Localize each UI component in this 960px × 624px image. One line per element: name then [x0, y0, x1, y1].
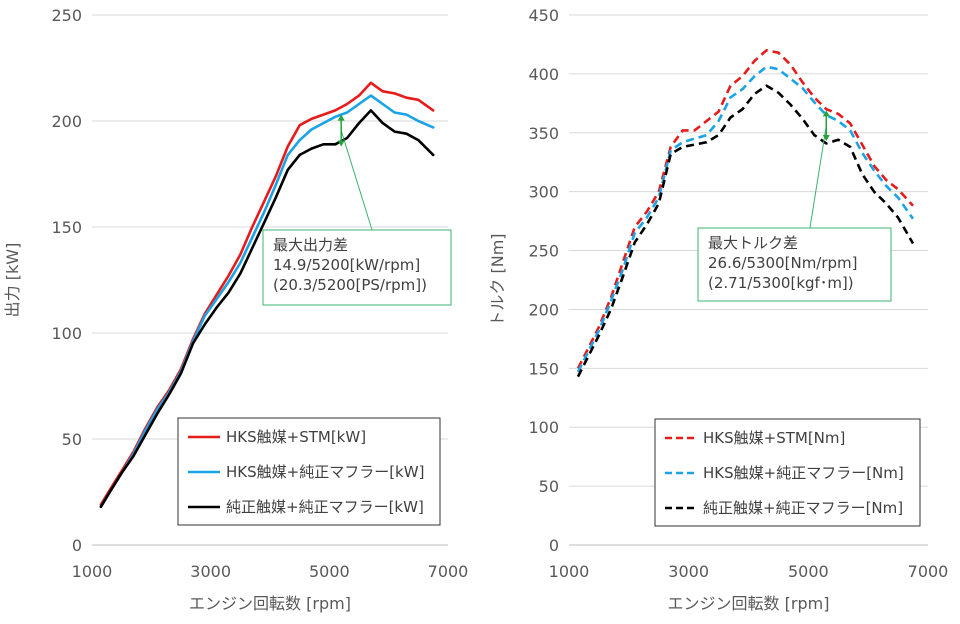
arrow-head-up [822, 110, 830, 117]
legend-label-1: HKS触媒+STM[Nm] [703, 429, 845, 447]
y-tick-label: 50 [62, 430, 82, 449]
y-tick-label: 100 [528, 418, 559, 437]
legend-box [654, 418, 921, 527]
y-axis-title: 出力 [kW] [3, 243, 22, 318]
series-line-3 [99, 109, 435, 509]
chart-2: 0 50 100 150 200 250 300 350 400 450 1000 3000 5000 7… [488, 6, 948, 613]
arrow-head-down [822, 135, 830, 142]
x-tick-label: 3000 [668, 562, 709, 581]
y-tick-label: 300 [528, 183, 559, 202]
y-tick-label: 50 [539, 477, 559, 496]
annotation-leader [809, 125, 827, 229]
x-tick-label: 7000 [908, 562, 949, 581]
y-tick-label: 450 [528, 6, 559, 25]
y-tick-label: 350 [528, 124, 559, 143]
annotation-box [697, 227, 892, 302]
y-tick-label: 0 [72, 536, 82, 555]
annotation-text: (20.3/5200[PS/rpm]) [273, 276, 427, 294]
legend-label-2: HKS触媒+純正マフラー[Nm] [703, 464, 904, 482]
y-tick-label: 0 [549, 536, 559, 555]
y-tick-label: 400 [528, 65, 559, 84]
legend-label-2: HKS触媒+純正マフラー[kW] [226, 463, 424, 481]
y-axis-title: トルク [Nm] [488, 233, 507, 326]
y-tick-label: 200 [528, 300, 559, 319]
chart-1: 0 50 100 150 200 250 1000 3000 5000 7000 エンジン回転数 [… [3, 6, 468, 613]
y-tick-label: 150 [528, 359, 559, 378]
annotation-text: 最大出力差 [273, 236, 348, 254]
annotation-box [262, 229, 452, 306]
x-axis-title: エンジン回転数 [rpm] [668, 594, 830, 613]
arrow-head-down [337, 140, 345, 147]
x-tick-label: 3000 [190, 562, 231, 581]
x-tick-label: 5000 [309, 562, 350, 581]
arrow-head-up [337, 114, 345, 121]
y-tick-label: 100 [51, 324, 82, 343]
y-tick-label: 200 [51, 112, 82, 131]
x-axis-title: エンジン回転数 [rpm] [189, 594, 351, 613]
annotation-text: 14.9/5200[kW/rpm] [273, 256, 420, 274]
series-line-1 [576, 48, 914, 369]
annotation-text: 最大トルク差 [708, 234, 798, 252]
series-line-3 [576, 84, 915, 378]
series-line-2 [99, 94, 435, 509]
legend-label-3: 純正触媒+純正マフラー[Nm] [703, 499, 903, 517]
x-tick-label: 1000 [72, 562, 113, 581]
legend-box [177, 417, 441, 526]
y-tick-label: 150 [51, 218, 82, 237]
x-tick-label: 5000 [788, 562, 829, 581]
annotation-text: 26.6/5300[Nm/rpm] [708, 254, 858, 272]
y-tick-label: 250 [51, 6, 82, 25]
annotation-text: (2.71/5300[kgf･m]) [708, 274, 854, 292]
x-tick-label: 7000 [428, 562, 469, 581]
legend-label-3: 純正触媒+純正マフラー[kW] [226, 498, 424, 516]
y-tick-label: 250 [528, 242, 559, 261]
legend-label-1: HKS触媒+STM[kW] [226, 428, 366, 446]
annotation-leader [340, 130, 373, 231]
x-tick-label: 1000 [549, 562, 590, 581]
series-line-2 [576, 65, 915, 373]
